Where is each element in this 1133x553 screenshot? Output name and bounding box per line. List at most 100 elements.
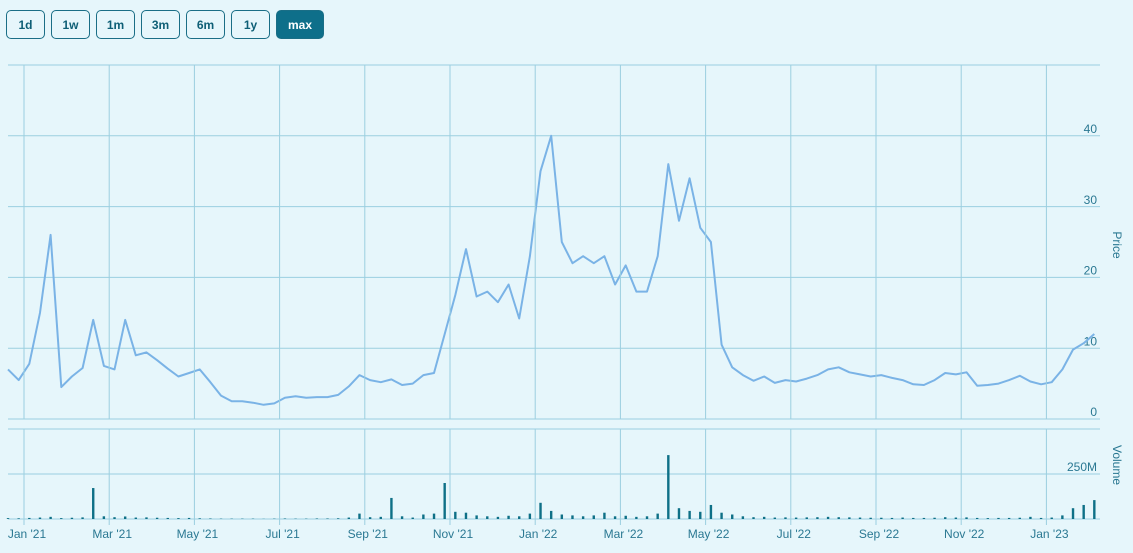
price-line [7, 134, 1095, 406]
volume-bar [102, 516, 106, 519]
volume-bar [784, 517, 787, 519]
x-tick-label: Mar '22 [604, 527, 644, 541]
range-button[interactable]: 1d [6, 10, 45, 39]
volume-bar [880, 517, 883, 519]
volume-bar [677, 508, 681, 519]
volume-bar [1061, 515, 1064, 519]
range-button[interactable]: 1w [51, 10, 90, 39]
volume-bar [113, 517, 116, 519]
volume-bar [826, 516, 830, 519]
range-buttons: 1d 1w 1m 3m 6m 1y max [6, 10, 324, 39]
x-tick-label: Jan '22 [519, 527, 558, 541]
volume-bar [603, 512, 606, 519]
volume-bar [422, 514, 425, 519]
y-axis-label: Price [1110, 231, 1124, 259]
volume-bar [965, 517, 968, 519]
volume-bar [848, 517, 851, 519]
y-tick-label: 30 [1084, 193, 1098, 207]
volume-bar [411, 517, 414, 519]
volume-bar [507, 515, 510, 519]
volume-bar [454, 511, 457, 519]
volume-bar [283, 518, 287, 519]
volume-bar [17, 518, 20, 519]
volume-bar [613, 516, 617, 519]
volume-bar [858, 517, 862, 519]
x-tick-label: May '22 [688, 527, 730, 541]
volume-bar [1071, 508, 1075, 519]
volume-bar [986, 518, 990, 519]
x-tick-label: Jul '22 [777, 527, 812, 541]
range-button[interactable]: 3m [141, 10, 180, 39]
volume-bar [645, 516, 649, 519]
volume-bar [1007, 517, 1011, 519]
volume-bar [187, 517, 191, 519]
volume-bar [624, 515, 627, 519]
x-tick-label: Jul '21 [265, 527, 300, 541]
volume-bar [60, 518, 63, 519]
volume-bar [155, 517, 159, 519]
y-tick-label: 10 [1084, 334, 1098, 348]
volume-bar [890, 517, 894, 519]
volume-bar [901, 517, 904, 519]
x-tick-label: Jan '21 [8, 527, 47, 541]
volume-bar [560, 514, 564, 519]
volume-bar [198, 518, 201, 519]
y-tick-label: 20 [1084, 264, 1098, 278]
y-tick-label: 250M [1067, 460, 1097, 474]
volume-bar [390, 497, 393, 519]
volume-bar [368, 517, 372, 519]
volume-bar [549, 510, 553, 519]
volume-bar [912, 517, 915, 519]
volume-bar [720, 512, 723, 519]
volume-bar [326, 518, 329, 519]
range-button[interactable]: max [276, 10, 324, 39]
volume-bar [752, 517, 755, 519]
volume-bar [805, 517, 808, 519]
volume-bar [1093, 500, 1096, 519]
volume-bar [336, 518, 340, 519]
volume-bar [688, 510, 691, 519]
volume-bar [699, 511, 702, 519]
volume-bar [1018, 517, 1021, 519]
range-button[interactable]: 1y [231, 10, 270, 39]
volume-bar [581, 516, 585, 519]
volume-bar [496, 516, 500, 519]
volume-bar [177, 518, 180, 519]
volume-bar [741, 516, 745, 519]
volume-bar [1050, 517, 1053, 519]
volume-bar [762, 516, 766, 519]
volume-bar [464, 512, 468, 519]
volume-bar [571, 515, 574, 519]
volume-bar [49, 516, 52, 519]
volume-bar [528, 513, 532, 519]
volume-bar [92, 488, 95, 519]
volume-bar [837, 517, 840, 519]
volume-bar [400, 516, 404, 519]
range-button[interactable]: 6m [186, 10, 225, 39]
volume-bar [954, 517, 958, 519]
volume-bar [656, 513, 659, 519]
volume-bar [539, 502, 542, 519]
volume-bar [315, 518, 319, 519]
x-tick-label: Mar '21 [92, 527, 132, 541]
volume-bar [145, 517, 148, 519]
volume-bar [944, 517, 947, 519]
range-button[interactable]: 1m [96, 10, 135, 39]
volume-bar [166, 517, 169, 519]
x-tick-label: Nov '22 [944, 527, 985, 541]
volume-bar [869, 517, 872, 519]
volume-bar [1082, 504, 1085, 519]
volume-bar [592, 515, 595, 519]
y-tick-label: 40 [1084, 122, 1098, 136]
volume-bar [922, 517, 926, 519]
y-tick-label: 0 [1090, 405, 1097, 419]
volume-bar [773, 517, 777, 519]
volume-bar [38, 517, 42, 519]
volume-bar [794, 517, 798, 519]
volume-bar [347, 517, 351, 519]
volume-bar [667, 455, 670, 519]
volume-bar [997, 517, 1000, 519]
x-tick-label: May '21 [177, 527, 219, 541]
